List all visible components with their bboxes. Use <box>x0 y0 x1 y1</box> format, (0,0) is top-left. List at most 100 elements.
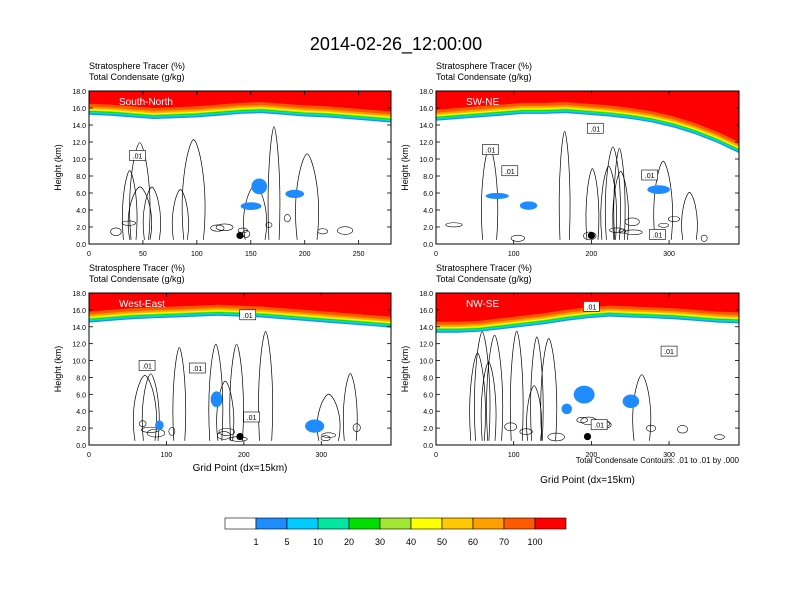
colorbar-label: 70 <box>499 537 509 547</box>
condensate-contour <box>141 373 160 441</box>
colorbar-swatch <box>472 517 505 530</box>
condensate-contour <box>540 338 558 441</box>
contour-label-box <box>583 301 600 312</box>
colorbar-swatch <box>286 517 319 530</box>
contour-label: .01 <box>486 148 496 155</box>
condensate-contour <box>558 130 571 240</box>
contour-label: .01 <box>142 363 152 370</box>
y-tick-label: 6.0 <box>423 392 433 399</box>
x-tick-label: 0 <box>87 452 91 459</box>
x-tick-label: 150 <box>245 251 257 258</box>
panel-name: SW-NE <box>466 97 499 108</box>
plot-frame <box>88 292 392 446</box>
condensate-contour <box>612 171 629 240</box>
panel-name: West-East <box>119 299 165 310</box>
y-tick-label: 8.0 <box>76 174 86 181</box>
contour-label: .01 <box>247 415 257 422</box>
panels: Stratosphere Tracer (%)Total Condensate … <box>53 61 740 486</box>
condensate-patch <box>485 192 509 199</box>
colorbar-swatch <box>410 517 443 530</box>
condensate-contour <box>229 343 244 441</box>
y-tick-label: 2.0 <box>423 225 433 232</box>
condensate-contour-small <box>217 431 231 440</box>
condensate-contour <box>295 153 319 240</box>
contour-label-box <box>239 309 257 321</box>
condensate-contour-small <box>146 428 166 438</box>
y-tick-label: 4.0 <box>76 409 86 416</box>
y-tick-label: 0.0 <box>423 242 433 249</box>
chart-panel-2: Stratosphere Tracer (%)Total Condensate … <box>400 61 740 258</box>
condensate-contour-small <box>265 222 273 228</box>
y-tick-label: 6.0 <box>76 392 86 399</box>
colorbar: 1 5 10 20 30 40 50 60 70 100 <box>224 517 567 547</box>
x-axis-label: Grid Point (dx=15km) <box>540 475 635 486</box>
panel-label-condensate: Total Condensate (g/kg) <box>436 72 532 82</box>
panel-name: South-North <box>119 97 173 108</box>
condensate-patch <box>285 189 305 199</box>
y-tick-label: 2.0 <box>76 426 86 433</box>
condensate-contour <box>530 336 544 441</box>
condensate-contour <box>474 331 491 441</box>
contour-label: .01 <box>590 126 600 133</box>
condensate-contour-small <box>138 420 147 427</box>
tracer-core <box>436 293 739 320</box>
condensate-contour-small <box>700 234 708 242</box>
panel-name: NW-SE <box>466 299 499 310</box>
y-tick-label: 14.0 <box>72 325 86 332</box>
y-tick-label: 14.0 <box>419 325 433 332</box>
condensate-contour-small <box>168 427 176 436</box>
condensate-contour-small <box>677 425 688 434</box>
condensate-contour <box>604 146 621 240</box>
condensate-contour <box>267 126 281 240</box>
colorbar-swatch <box>503 517 536 530</box>
condensate-contour <box>317 393 341 441</box>
condensate-contour-small <box>624 217 640 227</box>
x-tick-label: 0 <box>434 251 438 258</box>
location-marker <box>587 231 595 240</box>
condensate-contour-small <box>283 214 291 223</box>
contour-label-box <box>649 229 666 240</box>
y-tick-label: 4.0 <box>423 409 433 416</box>
condensate-contour <box>486 334 504 441</box>
condensate-contour <box>122 170 138 240</box>
colorbar-swatch <box>317 517 350 530</box>
condensate-contour <box>127 186 152 240</box>
x-tick-label: 200 <box>586 452 598 459</box>
colorbar-label: 60 <box>468 537 478 547</box>
y-tick-label: 0.0 <box>423 443 433 450</box>
condensate-contour-small <box>583 231 597 241</box>
condensate-contour-small <box>352 423 361 432</box>
condensate-contour <box>142 186 161 240</box>
condensate-contour <box>216 380 235 441</box>
contour-label-box <box>482 144 499 155</box>
location-marker <box>236 432 244 441</box>
condensate-contour-small <box>121 220 137 226</box>
plot-frame <box>435 292 740 446</box>
contour-label-box <box>138 360 156 371</box>
condensate-contour <box>342 373 358 441</box>
condensate-contour-small <box>609 227 625 233</box>
condensate-contour-small <box>110 227 122 236</box>
colorbar-swatch <box>224 517 257 530</box>
condensate-contour-small <box>504 422 518 432</box>
condensate-contour-small <box>510 234 525 242</box>
panel-label-condensate: Total Condensate (g/kg) <box>89 72 185 82</box>
contour-label: .01 <box>664 349 674 356</box>
x-tick-label: 200 <box>586 251 598 258</box>
x-tick-label: 100 <box>508 452 520 459</box>
condensate-contour-small <box>321 432 336 438</box>
contour-note: Total Condensate Contours: .01 to .01 by… <box>576 456 740 465</box>
condensate-contour-small <box>624 229 643 235</box>
contour-label: .01 <box>243 313 253 320</box>
condensate-patch <box>240 202 262 210</box>
contour-label-box <box>660 345 678 357</box>
y-tick-label: 6.0 <box>423 191 433 198</box>
panel-label-condensate: Total Condensate (g/kg) <box>436 274 532 284</box>
plot-frame <box>88 90 392 245</box>
y-tick-label: 18.0 <box>72 89 86 96</box>
contour-label: .01 <box>505 169 515 176</box>
condensate-patch <box>305 419 325 433</box>
x-tick-label: 100 <box>161 452 173 459</box>
condensate-contour <box>509 330 524 441</box>
y-axis-label: Height (km) <box>53 144 63 191</box>
